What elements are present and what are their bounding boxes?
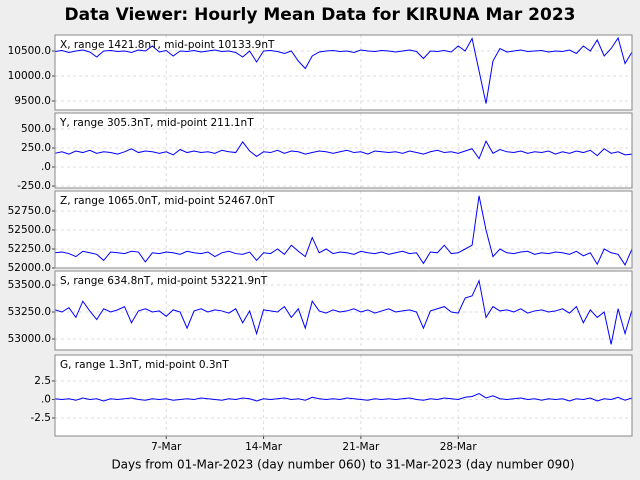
data-line xyxy=(54,392,633,402)
y-tick-label: -2.5 xyxy=(31,412,52,424)
panel-label: S, range 634.8nT, mid-point 53221.9nT xyxy=(60,275,268,287)
panel-border xyxy=(54,112,633,189)
y-tick-label: .0 xyxy=(41,393,51,405)
data-line xyxy=(54,279,633,345)
data-line xyxy=(54,36,633,104)
chart-title: Data Viewer: Hourly Mean Data for KIRUNA… xyxy=(65,5,576,25)
panel-label: G, range 1.3nT, mid-point 0.3nT xyxy=(60,359,229,371)
y-tick-label: 9500.0 xyxy=(14,95,51,107)
panel-label: X, range 1421.8nT, mid-point 10133.9nT xyxy=(60,39,275,51)
y-tick-label: -250.0 xyxy=(17,180,51,192)
panel-border xyxy=(54,190,633,269)
panel-border xyxy=(54,270,633,351)
y-tick-label: 500.0 xyxy=(21,123,51,135)
data-line xyxy=(54,139,633,160)
x-tick-label: 14-Mar xyxy=(245,441,283,453)
y-tick-label: 52500.0 xyxy=(8,224,51,236)
y-tick-label: 52250.0 xyxy=(8,243,51,255)
y-tick-label: 53000.0 xyxy=(8,333,51,345)
panel-label: Y, range 305.3nT, mid-point 211.1nT xyxy=(59,117,254,129)
y-tick-label: 53500.0 xyxy=(8,279,51,291)
panel-border xyxy=(54,34,633,111)
x-tick-label: 7-Mar xyxy=(151,441,182,453)
panel-border xyxy=(54,354,633,437)
y-tick-label: 10000.0 xyxy=(8,70,51,82)
y-tick-label: 2.5 xyxy=(34,375,51,387)
y-tick-label: .0 xyxy=(41,161,51,173)
x-tick-label: 21-Mar xyxy=(342,441,380,453)
x-axis-label: Days from 01-Mar-2023 (day number 060) t… xyxy=(111,458,574,472)
panel xyxy=(54,354,633,437)
panel-label: Z, range 1065.0nT, mid-point 52467.0nT xyxy=(60,195,275,207)
y-tick-label: 53250.0 xyxy=(8,306,51,318)
y-tick-label: 10500.0 xyxy=(8,45,51,57)
panel xyxy=(54,34,633,111)
y-tick-label: 52750.0 xyxy=(8,205,51,217)
x-tick-label: 28-Mar xyxy=(440,441,478,453)
y-tick-label: 250.0 xyxy=(21,142,51,154)
data-line xyxy=(54,195,633,267)
y-tick-label: 52000.0 xyxy=(8,262,51,274)
